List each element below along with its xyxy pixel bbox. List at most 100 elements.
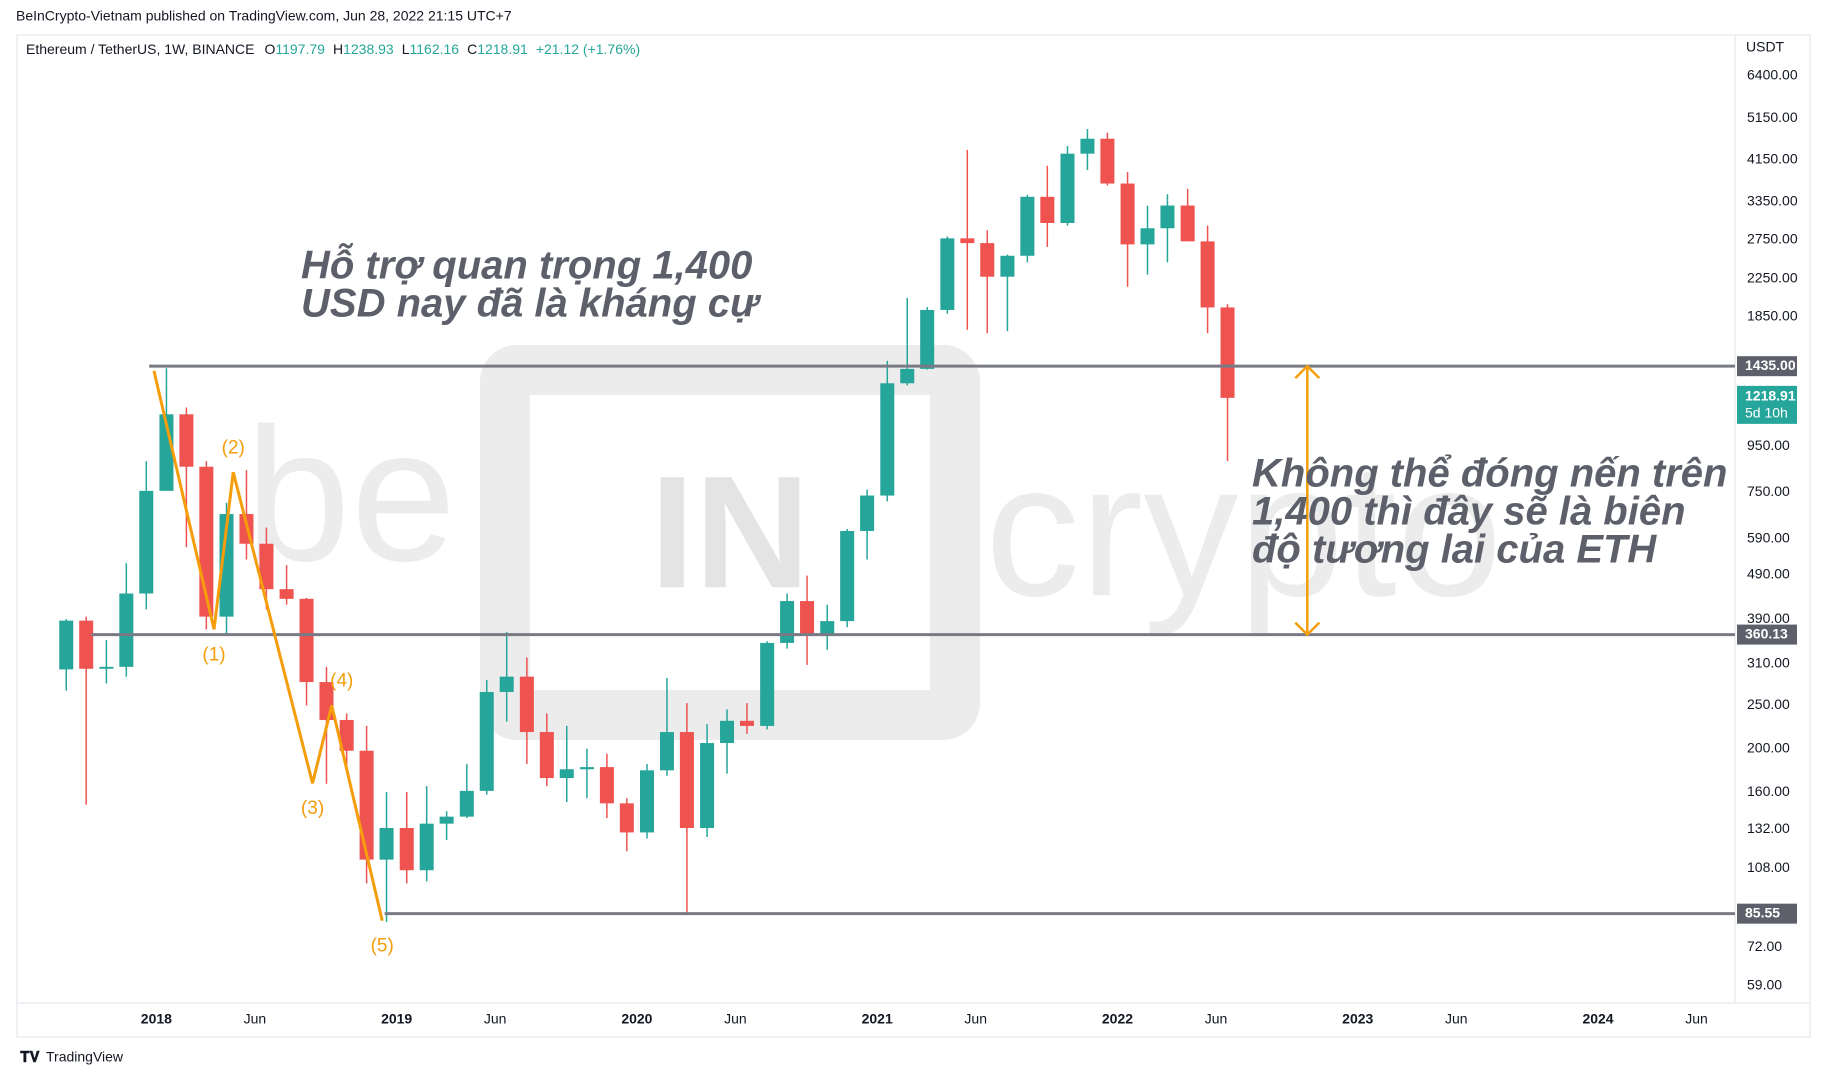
level-tag [1737, 624, 1797, 645]
candle-body [960, 238, 975, 244]
y-tick-label: 108.00 [1747, 859, 1790, 875]
level-tag [1737, 356, 1797, 377]
candle-body [539, 732, 554, 779]
candle-body [399, 827, 414, 871]
candle-body [1040, 196, 1055, 223]
ohlc-label: H [333, 41, 343, 57]
ohlc-value: 1162.16 [410, 41, 460, 57]
candle-body [1140, 228, 1155, 245]
candle-body [1080, 138, 1095, 154]
x-tick-label: Jun [964, 1011, 987, 1027]
y-tick-label: 72.00 [1747, 938, 1782, 954]
x-tick-label: 2024 [1582, 1011, 1613, 1027]
watermark-box [480, 345, 980, 740]
candle-body [339, 719, 354, 751]
candle-body [439, 816, 454, 824]
change: +21.12 (+1.76%) [536, 41, 640, 57]
candle-body [299, 598, 314, 683]
watermark-text: crypto [985, 424, 1502, 636]
x-tick-label: 2019 [381, 1011, 412, 1027]
candle-body [1060, 153, 1075, 223]
watermark-text: be [245, 389, 456, 601]
y-tick-label: 750.00 [1747, 483, 1790, 499]
last-price-tag [1737, 385, 1797, 424]
candle-body [379, 827, 394, 860]
ohlc-label: C [467, 41, 477, 57]
level-tag-label: 360.13 [1745, 625, 1788, 641]
wave-label: (4) [330, 670, 353, 691]
level-tag-label: 85.55 [1745, 904, 1780, 920]
candle-body [1120, 183, 1135, 245]
x-tick-label: 2018 [141, 1011, 172, 1027]
candle-body [99, 666, 114, 669]
watermark-text: IN [650, 442, 810, 621]
x-tick-label: 2022 [1102, 1011, 1133, 1027]
candle-body [119, 593, 134, 667]
candle-body [860, 495, 875, 532]
candle-body [219, 514, 234, 617]
annotation: độ tương lai của ETH [1252, 528, 1657, 572]
candle-body [559, 769, 574, 779]
y-tick-label: 3350.00 [1747, 192, 1798, 208]
footer: TradingView [46, 1049, 124, 1065]
wave-line [152, 370, 384, 922]
y-tick-label: 310.00 [1747, 654, 1790, 670]
ohlc-value: 1238.93 [343, 41, 394, 57]
candle-body [760, 642, 775, 726]
y-tick-label: 160.00 [1747, 783, 1790, 799]
candle-body [79, 620, 94, 669]
candle-body [579, 767, 594, 770]
chart-header: Ethereum / TetherUS, 1W, BINANCE O1197.79… [26, 41, 640, 57]
candle-body [1160, 205, 1175, 229]
x-tick-label: Jun [1685, 1011, 1708, 1027]
candle-body [599, 767, 614, 804]
candle-body [1000, 255, 1015, 277]
y-tick-label: 59.00 [1747, 977, 1782, 993]
candle-body [1100, 138, 1115, 184]
candle-body [1020, 196, 1035, 256]
x-tick-label: Jun [1445, 1011, 1468, 1027]
y-tick-label: 2750.00 [1747, 231, 1798, 247]
annotation: Không thể đóng nến trên [1252, 452, 1728, 496]
y-tick-label: 6400.00 [1747, 67, 1798, 83]
x-tick-label: Jun [1205, 1011, 1228, 1027]
symbol: Ethereum / TetherUS, 1W, BINANCE [26, 41, 255, 57]
published-line: BeInCrypto-Vietnam published on TradingV… [16, 8, 512, 24]
candle-body [259, 543, 274, 590]
y-tick-label: 250.00 [1747, 696, 1790, 712]
candle-body [179, 414, 194, 467]
x-tick-label: 2023 [1342, 1011, 1373, 1027]
candle-body [1200, 241, 1215, 308]
y-tick-label: 390.00 [1747, 610, 1790, 626]
candle-body [59, 620, 74, 670]
annotation: 1,400 thì đây sẽ là biên [1252, 490, 1686, 534]
y-tick-label: 4150.00 [1747, 151, 1798, 167]
candle-body [820, 621, 835, 636]
wave-label: (3) [301, 798, 324, 819]
wave-label: (5) [371, 936, 394, 957]
candle-body [640, 770, 655, 833]
candle-body [419, 823, 434, 871]
y-tick-label: 132.00 [1747, 820, 1790, 836]
candle-body [479, 691, 494, 791]
candle-body [980, 243, 995, 277]
candle-body [720, 720, 735, 744]
ohlc-label: L [402, 41, 410, 57]
wave-label: (1) [202, 644, 225, 665]
candle-body [840, 531, 855, 622]
x-tick-label: 2021 [862, 1011, 893, 1027]
candle-body [900, 368, 915, 384]
level-tag [1737, 903, 1797, 924]
candle-body [1180, 205, 1195, 242]
watermark: be IN crypto [245, 345, 1502, 740]
candle-body [780, 601, 795, 643]
y-tick-label: 2250.00 [1747, 270, 1798, 286]
candle-body [700, 743, 715, 828]
candle-body [279, 589, 294, 599]
candle-body [940, 238, 955, 310]
arrow-head [1294, 364, 1321, 637]
candle-body [459, 790, 474, 817]
candle-body [359, 750, 374, 860]
candle-body [499, 676, 514, 692]
